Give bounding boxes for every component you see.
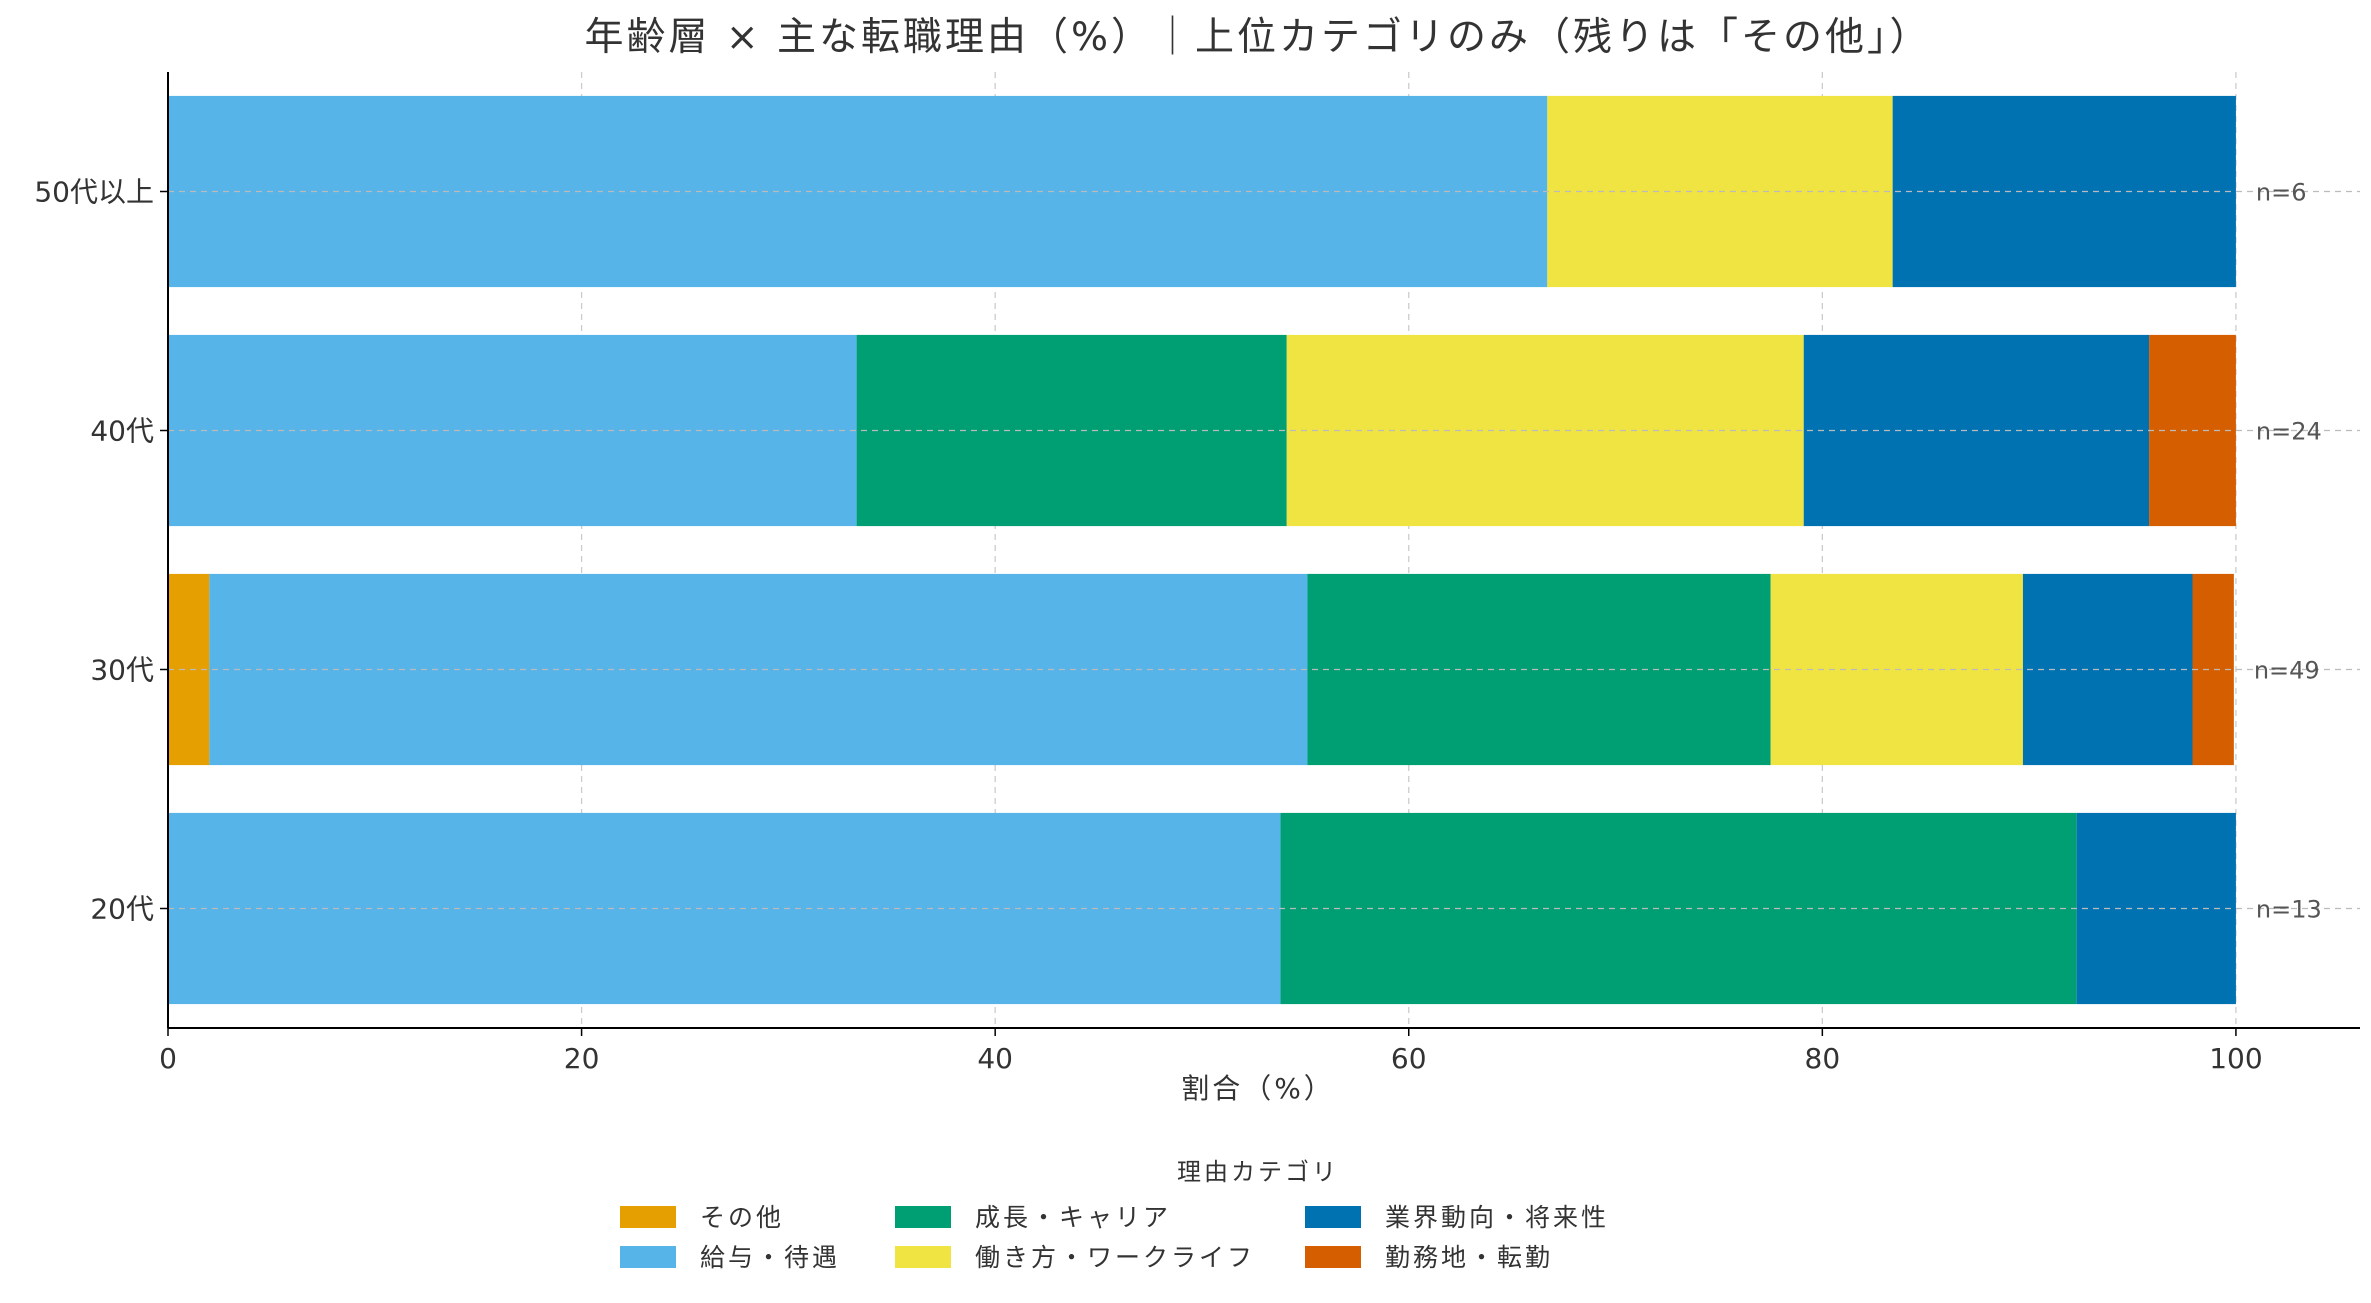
y-tick-label: 20代 [90, 893, 154, 926]
legend-swatch [620, 1246, 676, 1268]
legend-entry: 業界動向・将来性 [1385, 1203, 1609, 1232]
legend-entry: 勤務地・転勤 [1385, 1243, 1553, 1272]
chart-title: 年齢層 × 主な転職理由（%）｜上位カテゴリのみ（残りは「その他」） [584, 15, 1931, 60]
x-tick-labels: 0 20 40 60 80 100 [159, 1042, 2263, 1075]
legend-swatch [1305, 1206, 1361, 1228]
legend-entry: 成長・キャリア [975, 1203, 1171, 1232]
y-tick-label: 30代 [90, 654, 154, 687]
x-tick-label: 40 [977, 1042, 1013, 1075]
sample-size-label: n=13 [2256, 896, 2322, 924]
axes [160, 72, 2360, 1036]
legend-entry: 働き方・ワークライフ [975, 1243, 1255, 1272]
x-axis-label: 割合（%） [1181, 1072, 1335, 1105]
x-tick-label: 100 [2209, 1042, 2262, 1075]
sample-size-label: n=49 [2254, 657, 2320, 685]
x-tick-label: 20 [564, 1042, 600, 1075]
legend-title: 理由カテゴリ [1177, 1158, 1339, 1186]
legend-swatch [895, 1246, 951, 1268]
x-tick-label: 60 [1391, 1042, 1427, 1075]
x-tick-label: 80 [1805, 1042, 1841, 1075]
y-tick-label: 50代以上 [34, 176, 154, 209]
x-tick-label: 0 [159, 1042, 177, 1075]
legend-swatch [620, 1206, 676, 1228]
legend-swatch [895, 1206, 951, 1228]
bar-segment [1307, 573, 1771, 766]
bar-segment [168, 95, 1548, 288]
sample-size-label: n=24 [2256, 418, 2322, 446]
bar-segment [2076, 812, 2236, 1005]
bars [168, 95, 2236, 1005]
legend-entry: 給与・待遇 [700, 1243, 840, 1272]
sample-size-labels: n=13 n=49 n=24 n=6 [2254, 179, 2322, 924]
sample-size-label: n=6 [2256, 179, 2307, 207]
legend-entry: その他 [700, 1203, 784, 1232]
y-tick-label: 40代 [90, 415, 154, 448]
bar-segment [209, 573, 1308, 766]
legend-swatch [1305, 1246, 1361, 1268]
y-tick-labels: 20代 30代 40代 50代以上 [34, 176, 154, 926]
